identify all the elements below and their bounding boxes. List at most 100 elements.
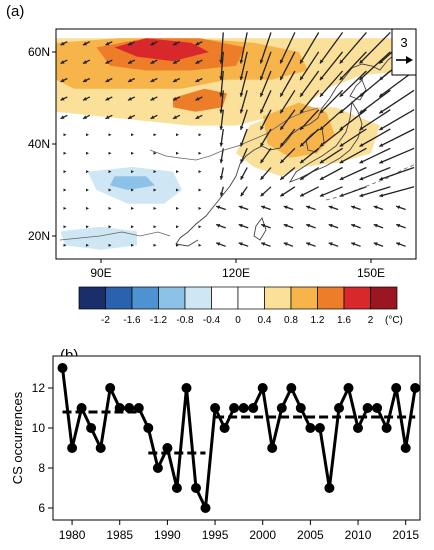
wind-vector bbox=[108, 133, 112, 137]
wind-vector bbox=[60, 77, 68, 83]
wind-vector bbox=[172, 114, 181, 120]
anomaly-region-5 bbox=[173, 88, 227, 112]
wind-vector bbox=[176, 151, 179, 155]
wind-vector bbox=[63, 206, 67, 210]
data-point bbox=[257, 383, 268, 393]
wind-vector bbox=[215, 223, 226, 229]
wind-vector bbox=[350, 223, 361, 229]
wind-vector bbox=[299, 166, 320, 181]
temperature-anomaly-layer bbox=[56, 38, 416, 250]
timeseries-frame bbox=[52, 355, 421, 521]
wind-vector bbox=[395, 205, 406, 211]
wind-vector bbox=[359, 166, 391, 181]
anomaly-region-6 bbox=[114, 38, 209, 62]
data-point bbox=[152, 463, 163, 473]
wind-vector bbox=[63, 243, 67, 247]
wind-vector bbox=[279, 167, 296, 181]
wind-vector bbox=[172, 77, 181, 83]
wind-vector bbox=[339, 31, 367, 64]
wind-vector bbox=[395, 242, 406, 247]
wind-vector bbox=[131, 206, 134, 210]
colorbar-bin bbox=[264, 286, 292, 310]
colorbar-tick-label: 0.4 bbox=[258, 315, 272, 326]
wind-vector bbox=[63, 225, 67, 229]
wind-vector bbox=[359, 51, 391, 81]
border-line-south bbox=[59, 231, 171, 241]
wind-vector bbox=[127, 59, 136, 65]
ts-y-tick-label: 8 bbox=[38, 461, 45, 475]
wind-vector bbox=[195, 59, 203, 65]
wind-vector bbox=[283, 205, 294, 211]
wind-vector bbox=[240, 186, 248, 197]
wind-vector bbox=[131, 170, 134, 174]
wind-vector bbox=[198, 225, 202, 229]
wind-vector bbox=[339, 147, 367, 164]
colorbar-tick-label: -0.8 bbox=[176, 315, 194, 326]
wind-vector bbox=[259, 90, 272, 114]
wind-vector bbox=[260, 223, 271, 229]
map-x-tick-labels: 90E 120E 150E bbox=[90, 259, 385, 280]
wind-vector bbox=[239, 70, 248, 97]
data-point bbox=[391, 383, 402, 393]
wind-vector bbox=[176, 188, 179, 192]
wind-vector bbox=[195, 41, 203, 46]
map-y-tick-labels: 20N 40N 60N bbox=[28, 45, 56, 243]
cs-occurrences-timeseries: 1980 1985 1990 1995 2000 2005 2010 2015 6 8 10 12 bbox=[32, 355, 421, 542]
data-point bbox=[314, 423, 325, 433]
wind-vector bbox=[195, 114, 203, 120]
data-point bbox=[210, 403, 221, 413]
wind-vector bbox=[279, 70, 296, 98]
colorbar-bin bbox=[184, 286, 212, 310]
wind-vector bbox=[153, 133, 157, 137]
wind-vector bbox=[328, 205, 339, 211]
wind-vector bbox=[63, 188, 67, 192]
wind-vector bbox=[319, 32, 344, 64]
wind-vector bbox=[172, 41, 181, 46]
wind-vector bbox=[219, 70, 224, 97]
data-point bbox=[57, 363, 68, 373]
wind-vector bbox=[395, 223, 406, 229]
data-point bbox=[219, 423, 230, 433]
data-point bbox=[162, 443, 173, 453]
wind-vector bbox=[305, 223, 316, 229]
colorbar-tick-label: -1.6 bbox=[123, 315, 141, 326]
wind-vector bbox=[238, 223, 249, 229]
wind-vector bbox=[350, 205, 361, 211]
ts-x-tick-label: 2015 bbox=[392, 528, 419, 542]
data-point bbox=[400, 443, 411, 453]
colorbar-bin bbox=[343, 286, 371, 310]
wind-vector bbox=[108, 225, 112, 229]
wind-vector bbox=[279, 128, 296, 147]
wind-vector bbox=[86, 151, 89, 155]
wind-vector bbox=[379, 166, 415, 181]
wind-vector bbox=[63, 170, 67, 174]
wind-vector bbox=[259, 128, 272, 147]
wind-vector bbox=[279, 32, 296, 64]
wind-vector bbox=[319, 147, 343, 164]
wind-vector bbox=[328, 242, 339, 247]
wind-vector bbox=[305, 242, 316, 247]
colorbar-tick-label: -1.2 bbox=[150, 315, 168, 326]
wind-vector bbox=[172, 59, 181, 65]
wind-vector bbox=[359, 31, 391, 64]
wind-vector bbox=[350, 242, 361, 247]
wind-vector bbox=[131, 243, 134, 247]
wind-vector bbox=[259, 147, 272, 164]
wind-vector bbox=[238, 205, 249, 211]
wind-vector bbox=[153, 206, 157, 210]
wind-vector bbox=[153, 188, 157, 192]
map-plot-area bbox=[55, 28, 417, 260]
data-point bbox=[143, 423, 154, 433]
wind-vector bbox=[150, 77, 158, 83]
colorbar-bin bbox=[158, 286, 186, 310]
ts-y-tick-label: 10 bbox=[32, 421, 46, 435]
ts-x-tick-label: 1985 bbox=[106, 528, 133, 542]
wind-vector bbox=[319, 186, 343, 197]
wind-vector bbox=[153, 170, 157, 174]
data-point bbox=[76, 403, 87, 413]
ts-x-tick-label: 1995 bbox=[202, 528, 229, 542]
wind-vector bbox=[240, 128, 248, 147]
wind-vector bbox=[379, 186, 415, 198]
wind-vector bbox=[283, 242, 294, 247]
wind-vector bbox=[359, 89, 391, 114]
